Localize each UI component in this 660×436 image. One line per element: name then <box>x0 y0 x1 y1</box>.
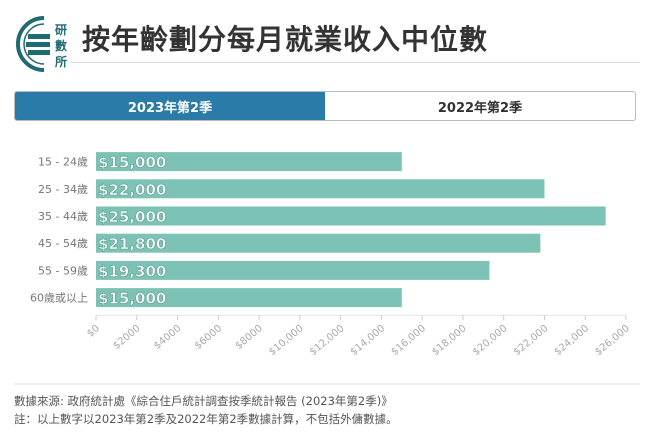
tab-2022-q2[interactable]: 2022年第2季 <box>437 100 523 116</box>
x-tick-label: $24,000 <box>552 323 591 355</box>
x-tick-label: $12,000 <box>308 323 347 355</box>
bar <box>96 260 490 280</box>
x-tick-label: $18,000 <box>430 323 469 355</box>
data-label: $15,000 <box>98 290 166 308</box>
x-tick-label: $2000 <box>111 323 142 352</box>
x-tick-label: $20,000 <box>471 323 510 355</box>
category-label: 25 - 34歲 <box>38 182 88 196</box>
x-tick-label: $4000 <box>152 323 183 352</box>
divider <box>70 62 640 63</box>
note-text: 註：以上數字以2023年第2季及2022年第2季數據計算，不包括外傭數據。 <box>14 412 398 426</box>
source-text: 數據來源: 政府統計處《綜合住戶統計調查按季統計報告 (2023年第2季)》 <box>14 394 393 408</box>
bar <box>96 288 402 308</box>
x-tick-label: $8000 <box>234 323 265 352</box>
bar <box>96 152 402 172</box>
x-tick-label: $14,000 <box>349 323 388 355</box>
x-tick-label: $16,000 <box>389 323 428 355</box>
category-label: 35 - 44歲 <box>38 209 88 223</box>
category-label: 15 - 24歲 <box>38 155 88 169</box>
logo-icon: 研 數 所 <box>16 16 67 72</box>
tab-2023-q2[interactable]: 2023年第2季 <box>15 92 325 120</box>
x-tick-label: $0 <box>85 323 102 340</box>
data-label: $21,800 <box>98 235 166 253</box>
bar <box>96 179 545 199</box>
divider <box>14 383 640 385</box>
bar <box>96 233 541 253</box>
data-label: $19,300 <box>98 262 166 280</box>
bar <box>96 206 606 226</box>
category-label: 45 - 54歲 <box>38 236 88 250</box>
bar-chart: $0 $2000 $4000 $6000 $8000 $10,000 $12,000 $14,… <box>30 152 632 355</box>
logo-char: 所 <box>55 54 67 69</box>
category-label: 55 - 59歲 <box>38 263 88 277</box>
x-tick-label: $26,000 <box>593 323 632 355</box>
x-tick-label: $6000 <box>193 323 224 352</box>
data-label: $15,000 <box>98 154 166 172</box>
logo-char: 數 <box>55 38 67 53</box>
category-label: 60歲或以上 <box>30 291 88 305</box>
page-title: 按年齡劃分每月就業收入中位數 <box>82 23 489 56</box>
data-label: $22,000 <box>98 181 166 199</box>
x-tick-label: $10,000 <box>267 323 306 355</box>
data-label: $25,000 <box>98 208 166 226</box>
tab-bar: 2023年第2季 2022年第2季 <box>14 91 636 121</box>
logo-char: 研 <box>55 23 67 37</box>
x-tick-label: $22,000 <box>512 323 551 355</box>
